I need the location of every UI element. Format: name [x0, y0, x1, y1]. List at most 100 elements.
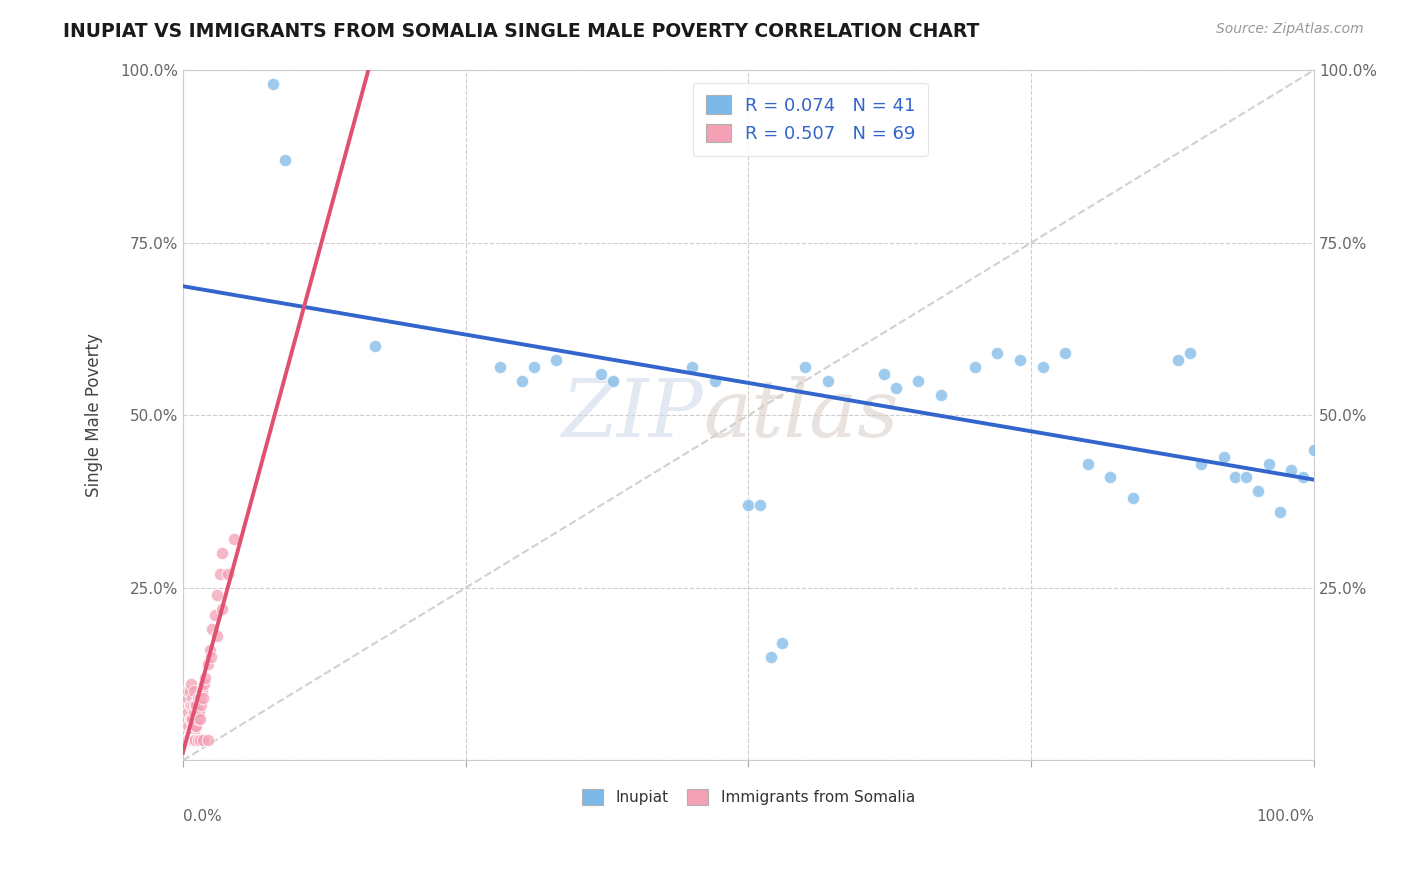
Point	[191, 684, 214, 698]
Point	[188, 712, 211, 726]
Point	[176, 712, 198, 726]
Point	[187, 705, 209, 719]
Point	[181, 732, 204, 747]
Point	[211, 546, 233, 560]
Point	[179, 726, 201, 740]
Point	[177, 726, 200, 740]
Point	[188, 691, 211, 706]
Point	[184, 719, 207, 733]
Text: INUPIAT VS IMMIGRANTS FROM SOMALIA SINGLE MALE POVERTY CORRELATION CHART: INUPIAT VS IMMIGRANTS FROM SOMALIA SINGL…	[63, 22, 980, 41]
Point	[963, 359, 986, 374]
Point	[177, 732, 200, 747]
Point	[180, 712, 202, 726]
Point	[197, 732, 219, 747]
Point	[176, 691, 198, 706]
Point	[1257, 457, 1279, 471]
Point	[179, 698, 201, 713]
Point	[1099, 470, 1122, 484]
Point	[681, 359, 703, 374]
Text: Source: ZipAtlas.com: Source: ZipAtlas.com	[1216, 22, 1364, 37]
Point	[1246, 484, 1268, 499]
Point	[180, 726, 202, 740]
Point	[591, 367, 613, 381]
Point	[184, 732, 207, 747]
Text: ZIP: ZIP	[561, 376, 703, 454]
Point	[770, 636, 793, 650]
Point	[174, 732, 197, 747]
Point	[179, 732, 201, 747]
Point	[197, 657, 219, 671]
Point	[759, 649, 782, 664]
Point	[179, 712, 201, 726]
Point	[209, 567, 232, 582]
Point	[1122, 491, 1144, 505]
Point	[174, 712, 197, 726]
Point	[1077, 457, 1099, 471]
Point	[737, 498, 759, 512]
Point	[602, 374, 624, 388]
Point	[201, 622, 224, 636]
Text: 0.0%: 0.0%	[183, 809, 222, 823]
Point	[1167, 353, 1189, 368]
Point	[177, 705, 200, 719]
Point	[180, 732, 202, 747]
Point	[193, 732, 215, 747]
Point	[186, 691, 208, 706]
Legend: Inupiat, Immigrants from Somalia: Inupiat, Immigrants from Somalia	[576, 783, 921, 812]
Point	[929, 387, 952, 401]
Point	[180, 732, 202, 747]
Point	[200, 649, 222, 664]
Point	[1212, 450, 1234, 464]
Point	[183, 705, 205, 719]
Point	[205, 588, 228, 602]
Point	[204, 608, 226, 623]
Point	[222, 533, 245, 547]
Point	[174, 732, 197, 747]
Point	[1178, 346, 1201, 360]
Point	[181, 698, 204, 713]
Point	[174, 698, 197, 713]
Point	[190, 698, 212, 713]
Point	[884, 381, 907, 395]
Point	[179, 684, 201, 698]
Point	[173, 726, 195, 740]
Point	[262, 77, 284, 91]
Point	[194, 671, 217, 685]
Point	[183, 726, 205, 740]
Point	[176, 726, 198, 740]
Point	[986, 346, 1008, 360]
Point	[488, 359, 510, 374]
Point	[1054, 346, 1077, 360]
Point	[181, 719, 204, 733]
Point	[1303, 442, 1326, 457]
Point	[1234, 470, 1257, 484]
Point	[193, 691, 215, 706]
Point	[817, 374, 839, 388]
Point	[1032, 359, 1054, 374]
Point	[186, 712, 208, 726]
Text: 100.0%: 100.0%	[1256, 809, 1315, 823]
Point	[1281, 463, 1303, 477]
Point	[180, 726, 202, 740]
Point	[522, 359, 544, 374]
Y-axis label: Single Male Poverty: Single Male Poverty	[86, 334, 103, 497]
Point	[873, 367, 896, 381]
Point	[364, 339, 387, 353]
Point	[180, 712, 202, 726]
Point	[180, 698, 202, 713]
Point	[186, 719, 208, 733]
Point	[510, 374, 533, 388]
Point	[1223, 470, 1246, 484]
Point	[180, 691, 202, 706]
Point	[794, 359, 817, 374]
Point	[1268, 505, 1291, 519]
Point	[205, 629, 228, 643]
Point	[198, 643, 221, 657]
Point	[188, 732, 211, 747]
Point	[211, 601, 233, 615]
Point	[1189, 457, 1212, 471]
Point	[180, 677, 202, 691]
Point	[183, 732, 205, 747]
Point	[183, 684, 205, 698]
Point	[177, 719, 200, 733]
